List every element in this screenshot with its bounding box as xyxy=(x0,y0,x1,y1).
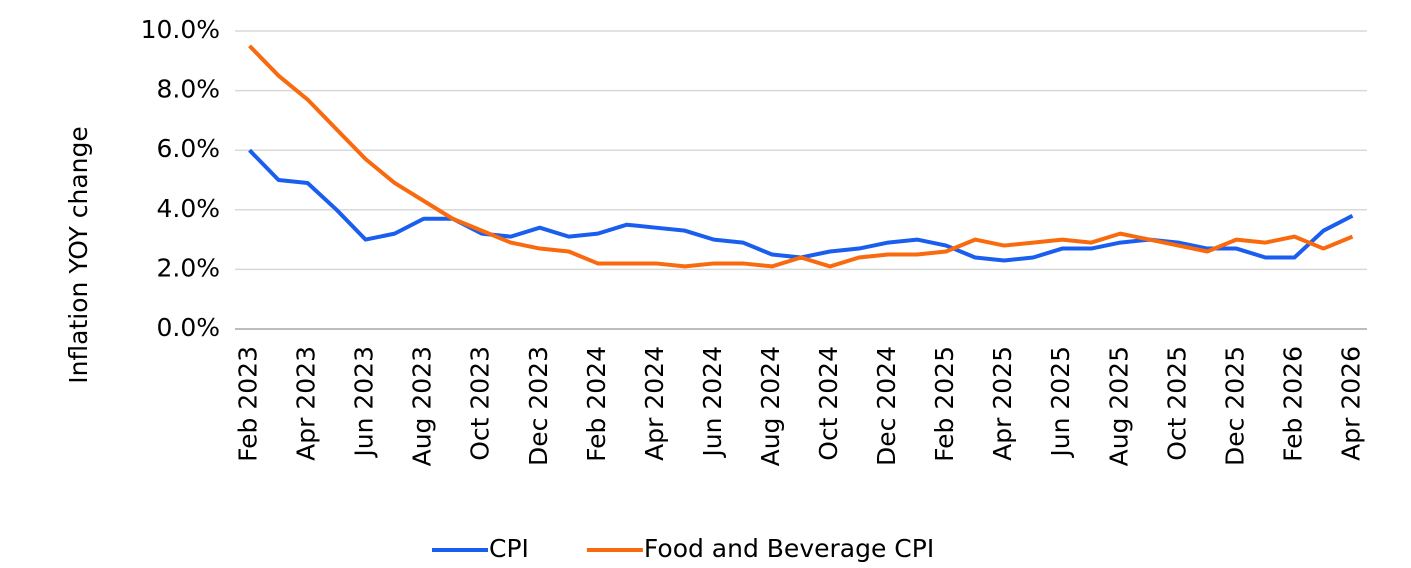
x-tick-label: Feb 2025 xyxy=(930,346,959,462)
x-tick-label: Aug 2023 xyxy=(408,346,437,466)
x-tick-label: Apr 2023 xyxy=(292,346,321,461)
y-tick-label: 2.0% xyxy=(156,253,220,282)
y-axis-label: Inflation YOY change xyxy=(64,126,93,384)
x-tick-label: Apr 2026 xyxy=(1336,346,1365,461)
x-tick-label: Oct 2023 xyxy=(466,346,495,461)
legend-label: CPI xyxy=(489,534,529,563)
y-tick-label: 10.0% xyxy=(141,15,220,44)
x-tick-label: Oct 2024 xyxy=(814,346,843,461)
x-tick-label: Dec 2023 xyxy=(524,346,553,466)
x-tick-label: Feb 2024 xyxy=(582,346,611,462)
legend-label: Food and Beverage CPI xyxy=(644,534,934,563)
y-tick-label: 0.0% xyxy=(156,313,220,342)
series-line xyxy=(248,148,1354,263)
x-tick-label: Dec 2024 xyxy=(872,346,901,466)
y-tick-label: 8.0% xyxy=(156,75,220,104)
x-tick-label: Apr 2024 xyxy=(640,346,669,461)
x-tick-label: Jun 2023 xyxy=(350,346,379,459)
x-tick-label: Oct 2025 xyxy=(1162,346,1191,461)
y-tick-label: 4.0% xyxy=(156,194,220,223)
x-tick-label: Feb 2026 xyxy=(1278,346,1307,462)
series-line xyxy=(248,44,1354,269)
y-tick-label: 6.0% xyxy=(156,134,220,163)
x-tick-label: Aug 2025 xyxy=(1104,346,1133,466)
x-tick-label: Aug 2024 xyxy=(756,346,785,466)
x-tick-label: Apr 2025 xyxy=(988,346,1017,461)
x-tick-label: Jun 2024 xyxy=(698,346,727,459)
x-tick-label: Dec 2025 xyxy=(1220,346,1249,466)
x-tick-label: Jun 2025 xyxy=(1046,346,1075,459)
x-tick-label: Feb 2023 xyxy=(234,346,263,462)
